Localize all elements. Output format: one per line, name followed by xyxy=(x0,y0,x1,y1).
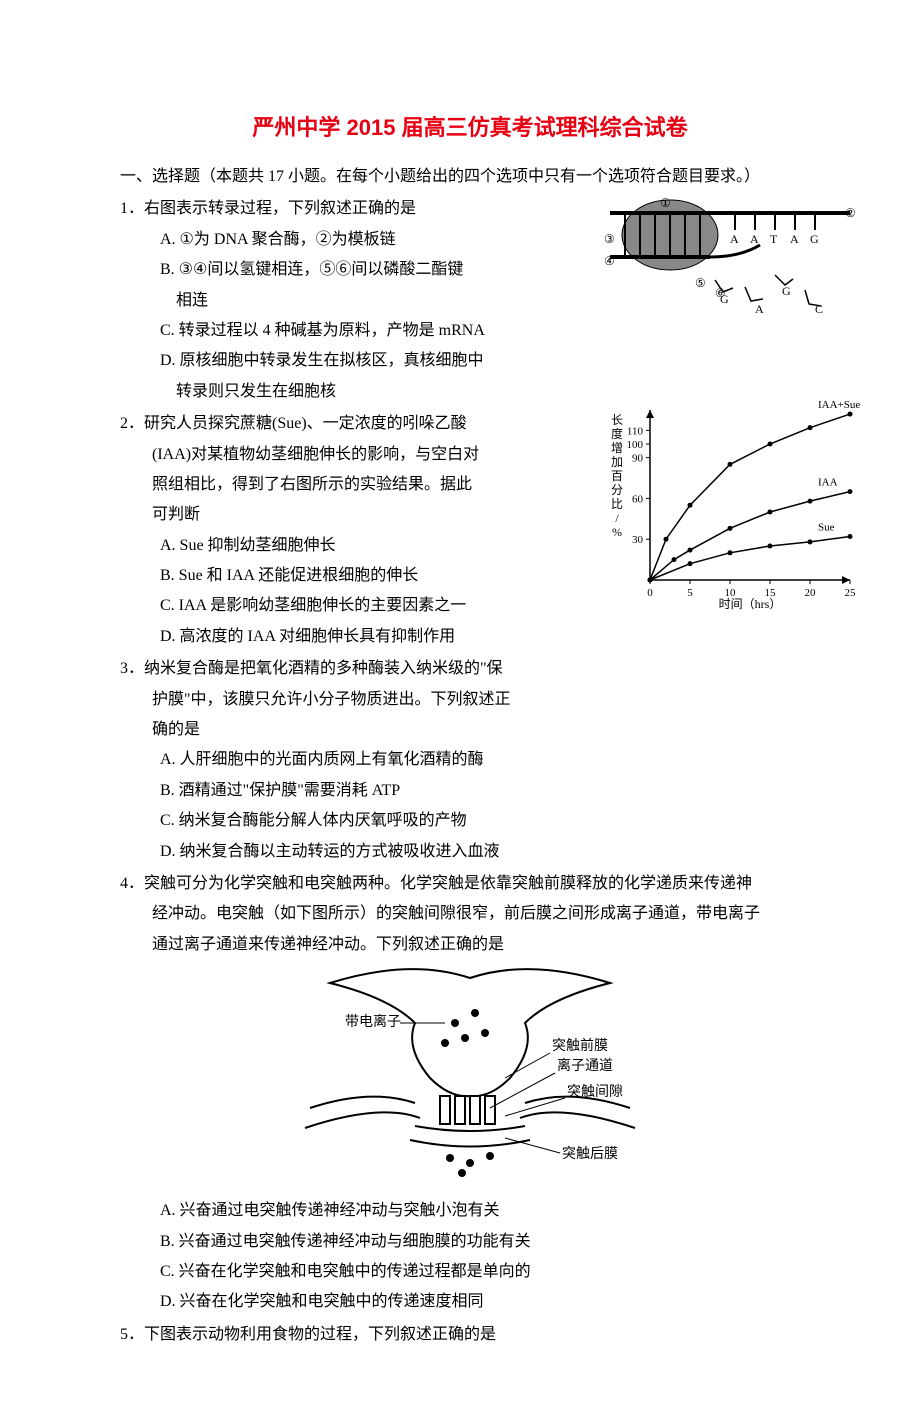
svg-text:时间（hrs）: 时间（hrs） xyxy=(719,597,782,610)
synapse-figure: 带电离子 突触前膜 离子通道 突触间隙 突触后膜 xyxy=(290,968,650,1188)
q1-stem: 1．右图表示转录过程，下列叙述正确的是 xyxy=(120,194,560,224)
svg-text:IAA+Sue: IAA+Sue xyxy=(818,400,860,411)
q2-c: C. IAA 是影响幼茎细胞伸长的主要因素之一 xyxy=(120,591,590,621)
svg-text:比: 比 xyxy=(611,497,623,511)
svg-text:百: 百 xyxy=(611,469,623,483)
q3-d: D. 纳米复合酶以主动转运的方式被吸收进入血液 xyxy=(120,837,820,867)
q4: 4．突触可分为化学突触和电突触两种。化学突触是依靠突触前膜释放的化学递质来传递神… xyxy=(120,869,820,1318)
svg-text:①: ① xyxy=(660,196,671,210)
label-channel: 离子通道 xyxy=(557,1057,613,1074)
svg-text:90: 90 xyxy=(632,453,644,465)
svg-text:度: 度 xyxy=(611,426,623,441)
svg-text:长: 长 xyxy=(611,413,623,427)
q1-b2: 相连 xyxy=(120,286,616,316)
svg-text:IAA: IAA xyxy=(818,477,838,489)
q2-stem1: 2．研究人员探究蔗糖(Sue)、一定浓度的吲哚乙酸 xyxy=(120,409,550,439)
line-chart: 3060901001100510152025长度增加百分比/%时间（hrs）IA… xyxy=(605,400,860,610)
q2-a: A. Sue 抑制幼茎细胞伸长 xyxy=(120,531,590,561)
svg-text:加: 加 xyxy=(611,455,623,469)
svg-text:A: A xyxy=(730,232,739,246)
q4-c: C. 兴奋在化学突触和电突触中的传递过程都是单向的 xyxy=(120,1257,820,1287)
q4-d: D. 兴奋在化学突触和电突触中的传递速度相同 xyxy=(120,1287,820,1317)
svg-text:0: 0 xyxy=(647,587,653,599)
label-pre: 突触前膜 xyxy=(552,1037,608,1054)
label-gap: 突触间隙 xyxy=(567,1084,623,1100)
q4-a: A. 兴奋通过电突触传递神经冲动与突触小泡有关 xyxy=(120,1196,820,1226)
q3-stem1: 3．纳米复合酶是把氧化酒精的多种酶装入纳米级的"保 xyxy=(120,654,820,684)
exam-title: 严州中学 2015 届高三仿真考试理科综合试卷 xyxy=(120,110,820,142)
q3-stem2: 护膜"中，该膜只允许小分子物质进出。下列叙述正 xyxy=(120,685,820,715)
svg-text:/: / xyxy=(615,511,619,525)
svg-text:分: 分 xyxy=(611,483,623,497)
q2-d: D. 高浓度的 IAA 对细胞伸长具有抑制作用 xyxy=(120,622,590,652)
svg-text:G: G xyxy=(782,284,791,298)
svg-text:A: A xyxy=(755,302,764,316)
svg-text:60: 60 xyxy=(632,493,644,505)
q1-c: C. 转录过程以 4 种碱基为原料，产物是 mRNA xyxy=(120,316,600,346)
svg-text:T: T xyxy=(770,232,778,246)
svg-text:⑥: ⑥ xyxy=(715,286,726,300)
q2-stem2: (IAA)对某植物幼茎细胞伸长的影响，与空白对 xyxy=(120,440,582,470)
svg-text:A: A xyxy=(790,232,799,246)
svg-text:C: C xyxy=(815,302,823,316)
svg-text:G: G xyxy=(810,232,819,246)
svg-text:增: 增 xyxy=(611,441,623,455)
q5-stem: 5．下图表示动物利用食物的过程，下列叙述正确的是 xyxy=(120,1320,820,1350)
svg-text:④: ④ xyxy=(604,254,615,268)
svg-text:③: ③ xyxy=(604,232,615,246)
q4-stem1: 4．突触可分为化学突触和电突触两种。化学突触是依靠突触前膜释放的化学递质来传递神 xyxy=(120,869,820,899)
q3-stem3: 确的是 xyxy=(120,715,820,745)
svg-text:5: 5 xyxy=(687,587,693,599)
page: 严州中学 2015 届高三仿真考试理科综合试卷 一、选择题（本题共 17 小题。… xyxy=(0,0,920,1410)
svg-text:⑤: ⑤ xyxy=(695,276,706,290)
q1-a: A. ①为 DNA 聚合酶，②为模板链 xyxy=(120,225,600,255)
svg-text:30: 30 xyxy=(632,534,644,546)
q2-b: B. Sue 和 IAA 还能促进根细胞的伸长 xyxy=(120,561,590,591)
label-post: 突触后膜 xyxy=(562,1146,618,1162)
q1-d2: 转录则只发生在细胞核 xyxy=(120,377,616,407)
q2-stem3: 照组相比，得到了右图所示的实验结果。据此 xyxy=(120,470,582,500)
q3-c: C. 纳米复合酶能分解人体内厌氧呼吸的产物 xyxy=(120,806,820,836)
q4-b: B. 兴奋通过电突触传递神经冲动与细胞膜的功能有关 xyxy=(120,1227,820,1257)
q3: 3．纳米复合酶是把氧化酒精的多种酶装入纳米级的"保 护膜"中，该膜只允许小分子物… xyxy=(120,654,820,867)
label-ion: 带电离子 xyxy=(345,1013,401,1030)
svg-text:20: 20 xyxy=(805,587,817,599)
q4-stem3: 通过离子通道来传递神经冲动。下列叙述正确的是 xyxy=(120,930,820,960)
svg-text:②: ② xyxy=(845,206,856,220)
q4-stem2: 经冲动。电突触（如下图所示）的突触间隙很窄，前后膜之间形成离子通道，带电离子 xyxy=(120,899,820,929)
transcription-figure: A A T A G G A G C ① ② ③ ④ ⑤ ⑥ xyxy=(600,195,860,335)
section-heading: 一、选择题（本题共 17 小题。在每个小题给出的四个选项中只有一个选项符合题目要… xyxy=(120,162,820,192)
svg-text:A: A xyxy=(750,232,759,246)
q3-b: B. 酒精通过"保护膜"需要消耗 ATP xyxy=(120,776,820,806)
svg-text:110: 110 xyxy=(627,425,644,437)
q2-stem4: 可判断 xyxy=(120,500,582,530)
q1-b: B. ③④间以氢键相连，⑤⑥间以磷酸二酯键 xyxy=(120,255,600,285)
svg-text:Sue: Sue xyxy=(818,521,835,533)
svg-text:%: % xyxy=(612,525,622,539)
q1-d: D. 原核细胞中转录发生在拟核区，真核细胞中 xyxy=(120,346,600,376)
q3-a: A. 人肝细胞中的光面内质网上有氧化酒精的酶 xyxy=(120,745,820,775)
q5: 5．下图表示动物利用食物的过程，下列叙述正确的是 xyxy=(120,1320,820,1350)
svg-text:25: 25 xyxy=(845,587,857,599)
svg-text:100: 100 xyxy=(627,439,644,451)
